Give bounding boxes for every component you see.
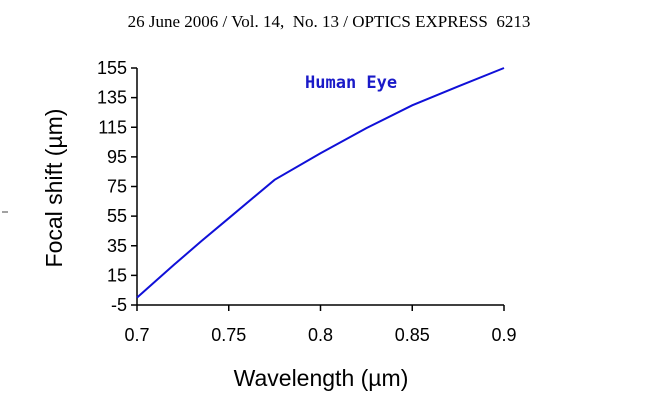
y-tick-label: 155 [97,58,127,78]
x-tick-label: 0.7 [124,325,149,345]
y-tick-label: 75 [107,177,127,197]
y-tick-label: 135 [97,88,127,108]
y-axis-label: Focal shift (µm) [41,109,67,268]
series-line [136,67,505,299]
y-tick-label: -5 [111,295,127,315]
y-tick-label: 95 [107,147,127,167]
annotation-human-eye: Human Eye [305,73,397,93]
journal-header: 26 June 2006 / Vol. 14, No. 13 / OPTICS … [127,12,531,31]
y-tick-label: 115 [98,117,127,137]
y-tick-label: 55 [107,206,127,226]
y-tick-label: 35 [107,236,127,256]
x-tick-label: 0.75 [211,325,246,345]
x-tick-label: 0.85 [395,325,430,345]
x-tick-label: 0.8 [308,325,333,345]
y-tick-label: 15 [107,265,127,285]
x-tick-label: 0.9 [491,325,516,345]
x-axis-label: Wavelength (µm) [234,365,409,391]
